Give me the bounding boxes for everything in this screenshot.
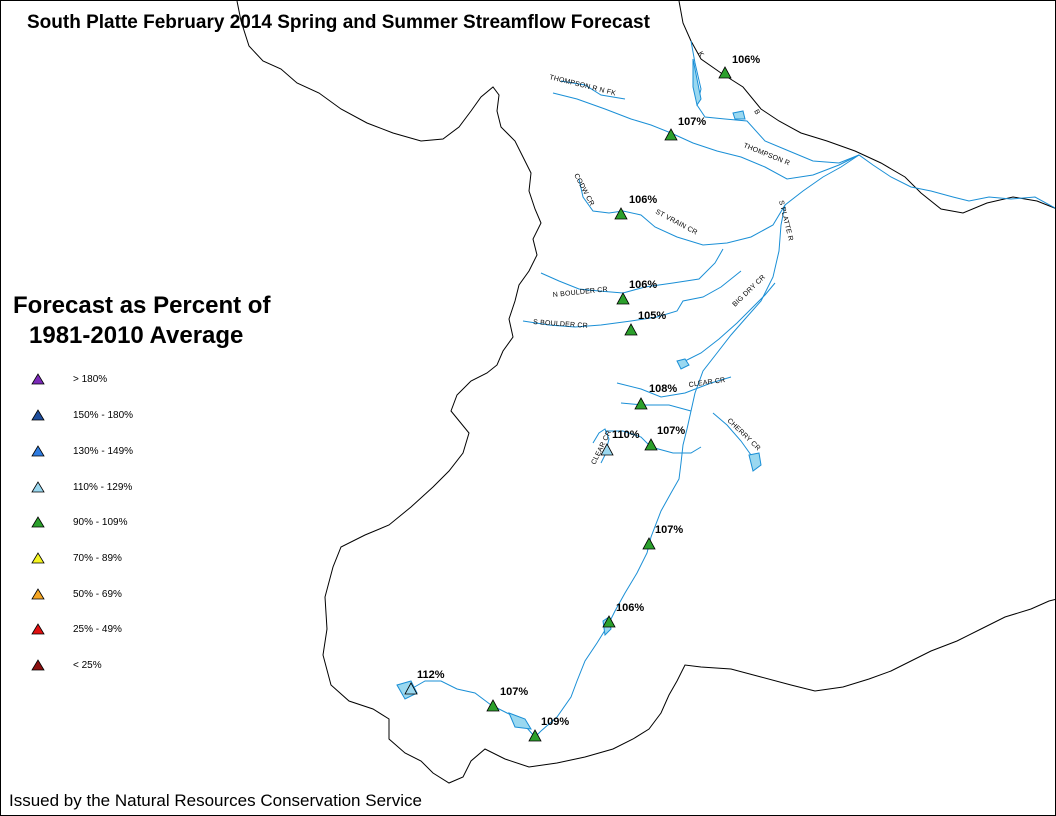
gauge-marker[interactable]: 106% (718, 54, 760, 79)
legend-triangle (31, 659, 45, 671)
legend-triangle (31, 409, 45, 421)
river-label: N BOULDER CR (552, 286, 608, 299)
river-label: S PLATTE R (777, 200, 794, 242)
river-label: BIG DRY CR (732, 274, 768, 309)
river-s-platte-r (534, 204, 786, 738)
lake-northeast (732, 110, 746, 120)
river-label: ST VRAIN CR (654, 209, 698, 237)
gauge-percent-label: 109% (541, 716, 569, 728)
river-label: CODW CR (572, 173, 595, 208)
river-label: B (752, 109, 761, 117)
legend-item-label: 130% - 149% (73, 446, 134, 457)
lake-headwaters-east (508, 712, 532, 730)
gauge-percent-label: 107% (678, 116, 706, 128)
gauge-marker[interactable]: 107% (642, 524, 683, 550)
legend-triangle (31, 481, 45, 493)
gauge-marker[interactable]: 107% (486, 686, 528, 712)
river-thompson (690, 40, 1055, 209)
map-title: South Platte February 2014 Spring and Su… (27, 12, 650, 33)
gauge-percent-label: 106% (616, 602, 644, 614)
legend-triangle (31, 552, 45, 564)
gauge-triangle (644, 438, 658, 451)
legend-item-label: 150% - 180% (73, 410, 134, 421)
legend-triangle (31, 373, 45, 385)
gauge-triangle (600, 443, 614, 456)
gauge-marker[interactable]: 109% (528, 716, 569, 742)
forecast-gauges: 106% 107% 106% 106% 105% 108% (404, 54, 760, 742)
legend-title: Forecast as Percent of 1981-2010 Average (13, 291, 270, 351)
river-st-vrain-cr (622, 154, 860, 246)
river-thompson-n-fk (552, 92, 860, 180)
legend-title-line2: 1981-2010 Average (29, 322, 244, 349)
gauge-triangle (634, 397, 648, 410)
gauge-percent-label: 107% (655, 524, 683, 536)
gauge-marker[interactable]: 112% (404, 669, 445, 695)
river-clear-cr-lower (620, 402, 692, 412)
gauge-percent-label: 106% (629, 194, 657, 206)
gauge-marker[interactable]: 110% (600, 429, 640, 456)
legend-item-label: 90% - 109% (73, 517, 128, 528)
gauge-percent-label: 105% (638, 310, 666, 322)
legend-item-label: 110% - 129% (73, 482, 133, 493)
gauge-percent-label: 107% (500, 686, 528, 698)
legend-item-label: 25% - 49% (73, 624, 122, 635)
gauge-percent-label: 107% (657, 425, 685, 437)
legend-item-label: 70% - 89% (73, 553, 122, 564)
gauge-marker[interactable]: 106% (602, 602, 644, 628)
legend-item-label: 50% - 69% (73, 589, 122, 600)
lake-cherry (748, 452, 762, 472)
lake-big-dry (676, 358, 690, 370)
gauge-percent-label: 112% (417, 669, 445, 681)
gauge-triangle (404, 682, 418, 695)
gauge-marker[interactable]: 106% (616, 279, 657, 305)
legend-item-label: > 180% (73, 374, 108, 385)
gauge-marker[interactable]: 106% (614, 194, 657, 220)
legend-triangle (31, 623, 45, 635)
gauge-triangle (642, 537, 656, 550)
issuer-footer: Issued by the Natural Resources Conserva… (9, 791, 422, 810)
gauge-triangle (614, 207, 628, 220)
legend-triangle (31, 588, 45, 600)
river-s-boulder-cr (522, 270, 742, 328)
legend-title-line1: Forecast as Percent of (13, 292, 271, 319)
legend-triangle (31, 445, 45, 457)
river-label: CHERRY CR (726, 417, 762, 452)
state-boundary-north (678, 1, 1055, 214)
river-labels: THOMPSON R N FK THOMPSON R CODW CR ST VR… (533, 51, 794, 466)
river-clear-cr-upper (616, 376, 732, 398)
river-label: THOMPSON R (742, 142, 790, 167)
gauge-triangle (602, 615, 616, 628)
legend-item-label: < 25% (73, 660, 102, 671)
gauge-marker[interactable]: 108% (634, 383, 677, 410)
gauge-triangle (486, 699, 500, 712)
river-thompson-tributary (560, 80, 626, 100)
gauge-marker[interactable]: 107% (644, 425, 685, 451)
river-label: CLEAR CR (688, 377, 726, 389)
river-label: K (696, 51, 705, 59)
river-clear-cr-west (592, 428, 610, 464)
gauge-percent-label: 106% (629, 279, 657, 291)
river-network (410, 40, 1055, 738)
gauge-marker[interactable]: 105% (624, 310, 666, 336)
gauge-marker[interactable]: 107% (664, 116, 706, 141)
gauge-percent-label: 106% (732, 54, 760, 66)
river-label: S BOULDER CR (533, 319, 588, 330)
lake-north (692, 58, 702, 107)
river-codw-cr (578, 178, 624, 214)
legend-triangle (31, 516, 45, 528)
gauge-triangle (718, 66, 732, 79)
gauge-triangle (616, 292, 630, 305)
gauge-triangle (664, 128, 678, 141)
gauge-percent-label: 110% (612, 429, 640, 441)
river-big-dry-cr (680, 282, 776, 364)
lakes (396, 58, 762, 730)
gauge-triangle (624, 323, 638, 336)
gauge-triangle (528, 729, 542, 742)
boundary-lines (236, 1, 1055, 784)
river-n-boulder-cr (540, 248, 724, 294)
gauge-percent-label: 108% (649, 383, 677, 395)
basin-boundary (236, 1, 1055, 784)
